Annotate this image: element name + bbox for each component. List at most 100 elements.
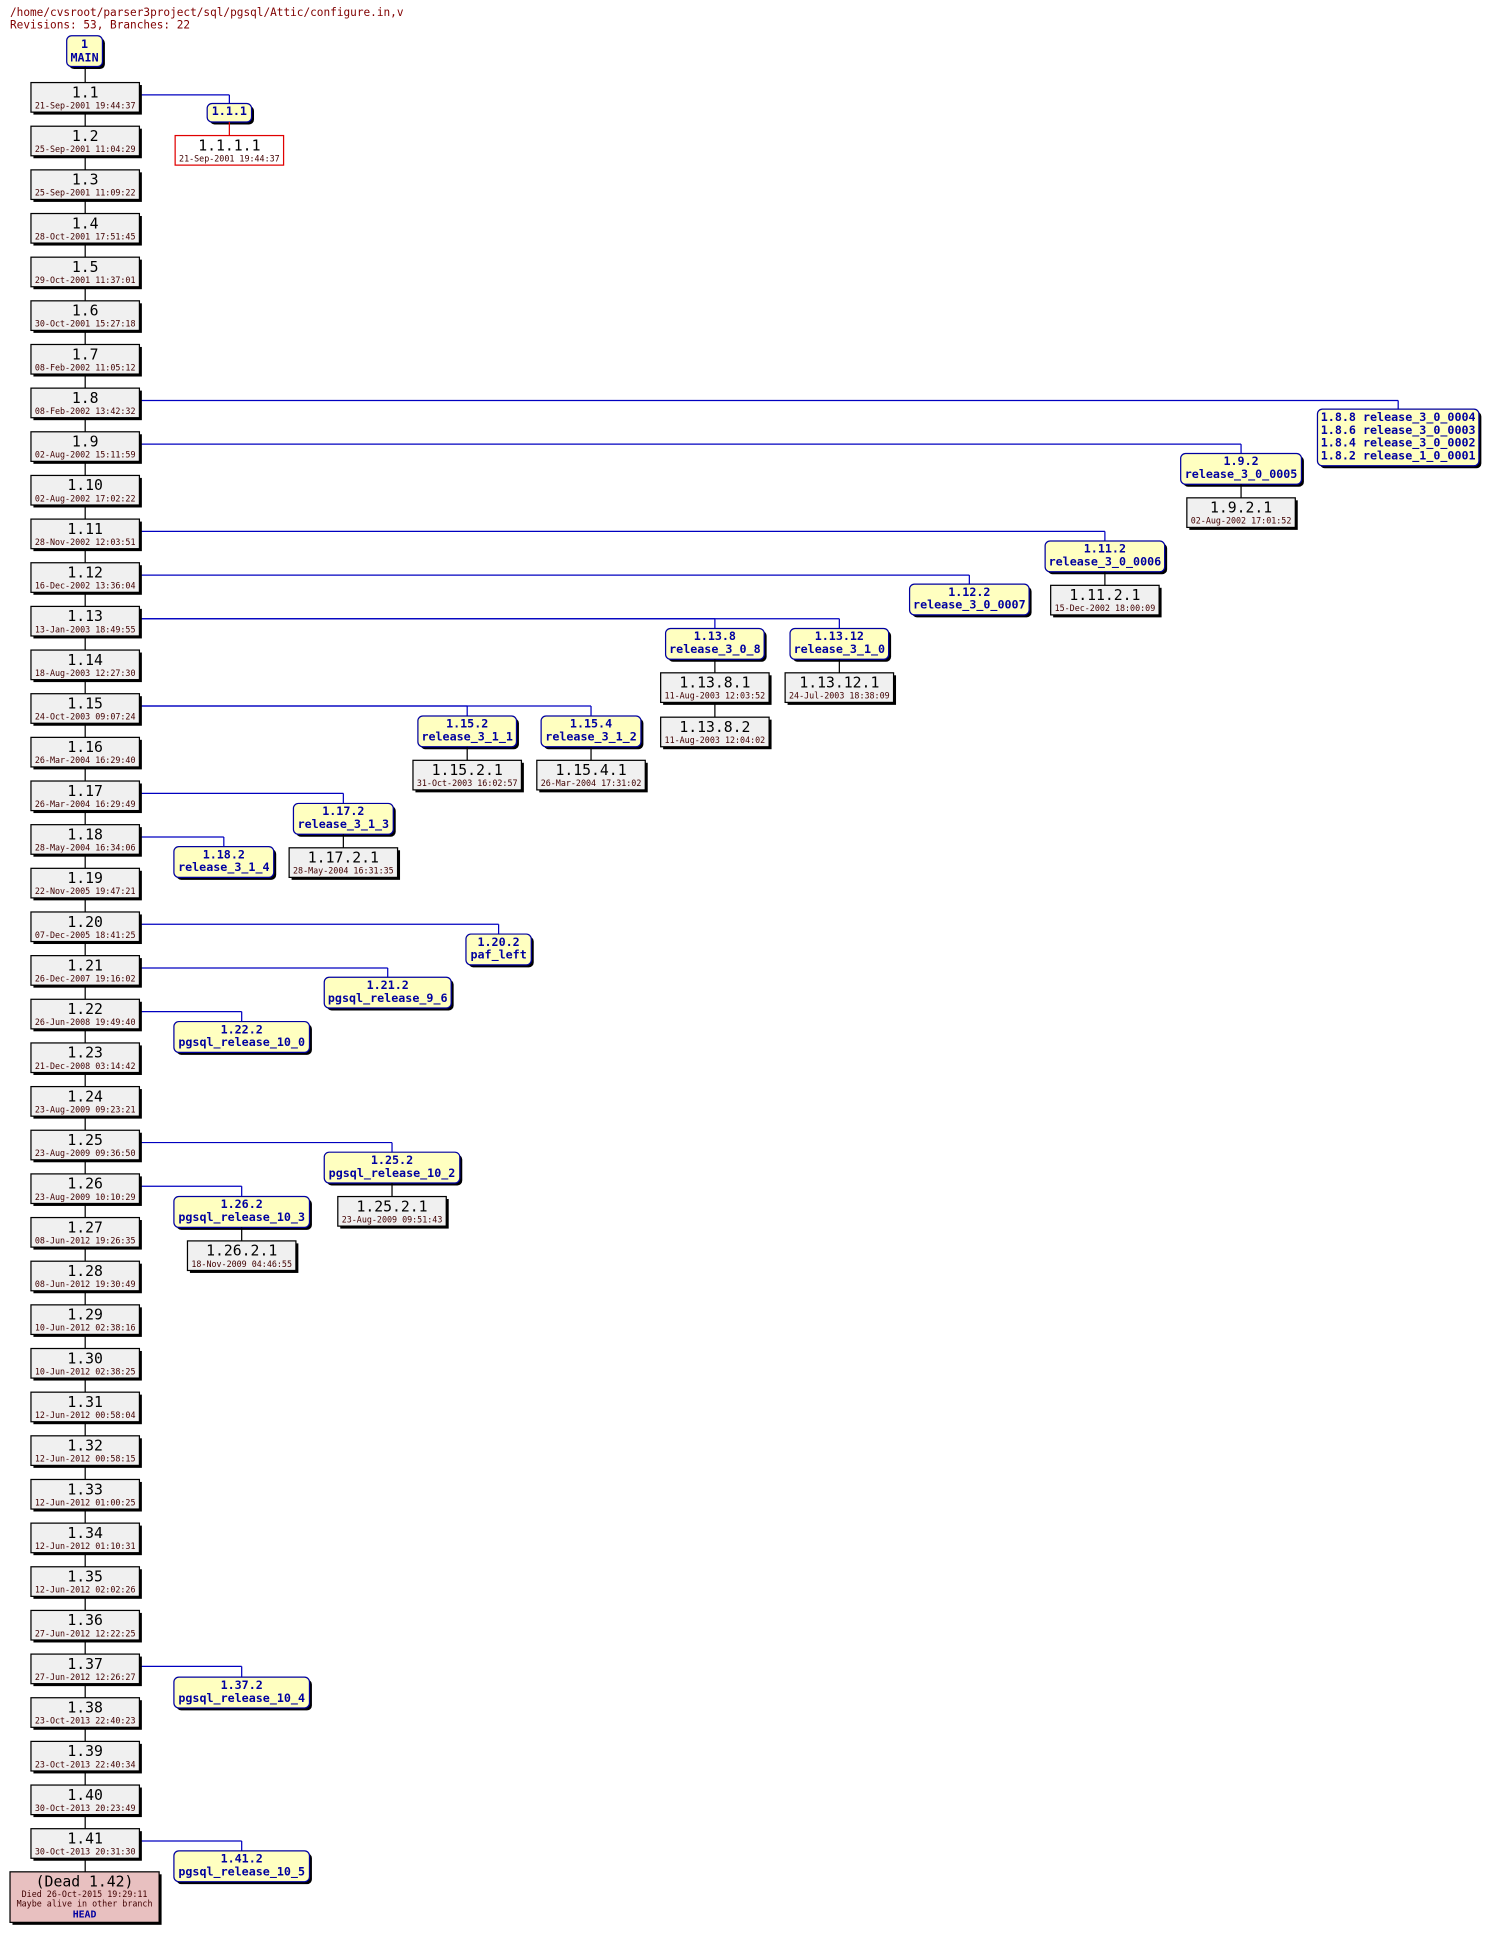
revision-number: 1.30 — [67, 1350, 103, 1367]
revision-date: 12-Jun-2012 00:58:15 — [35, 1454, 136, 1464]
revision-date: 30-Oct-2001 15:27:18 — [35, 319, 136, 329]
branch-tag: release_3_1_4 — [178, 860, 269, 875]
revision-box — [30, 1085, 141, 1117]
revision-box — [30, 605, 141, 637]
revision-box — [186, 1240, 297, 1272]
branch-rev: 1.21.2 — [367, 978, 409, 992]
branch-box — [173, 1676, 311, 1709]
revision-number: 1.34 — [67, 1525, 103, 1542]
revision-date: 10-Jun-2012 02:38:25 — [35, 1366, 136, 1376]
revision-date: 23-Aug-2009 09:36:50 — [35, 1148, 136, 1158]
branch-tag: release_3_0_0003 — [1363, 423, 1476, 438]
revision-box — [30, 1216, 141, 1248]
branch-box — [465, 933, 532, 966]
revision-date: 12-Jun-2012 01:10:31 — [35, 1541, 136, 1551]
revision-box — [30, 169, 141, 201]
revision-date: 25-Sep-2001 11:09:22 — [35, 188, 136, 198]
revision-date: 18-Nov-2009 04:46:55 — [191, 1259, 292, 1269]
revision-number: 1.21 — [67, 957, 103, 974]
branch-tag: release_3_1_1 — [421, 730, 512, 745]
dead-date: Died 26-Oct-2015 19:29:11 — [22, 1889, 148, 1899]
revision-number: 1.22 — [67, 1001, 103, 1018]
revision-date: 12-Jun-2012 00:58:04 — [35, 1410, 136, 1420]
revision-number: 1.20 — [67, 914, 103, 931]
revision-date: 21-Dec-2008 03:14:42 — [35, 1061, 136, 1071]
branch-tag: pgsql_release_10_2 — [329, 1166, 456, 1181]
revision-number: 1.1.1.1 — [198, 137, 260, 154]
file-path: /home/cvsroot/parser3project/sql/pgsql/A… — [10, 6, 404, 19]
revision-box — [30, 1740, 141, 1772]
branch-rev: 1.17.2 — [322, 804, 364, 818]
revision-number: 1.17 — [67, 783, 103, 800]
revision-number: 1.29 — [67, 1307, 103, 1324]
main-name: MAIN — [70, 51, 98, 65]
revision-date: 12-Jun-2012 01:00:25 — [35, 1497, 136, 1507]
revision-date: 26-Dec-2007 19:16:02 — [35, 974, 136, 984]
branch-box — [908, 583, 1030, 616]
revision-date: 08-Jun-2012 19:26:35 — [35, 1235, 136, 1245]
revision-date: 26-Mar-2004 17:31:02 — [541, 778, 642, 788]
revision-number: 1.1 — [72, 84, 99, 101]
revision-date: 24-Jul-2003 18:38:09 — [789, 691, 890, 701]
branch-rev: 1.18.2 — [203, 847, 245, 861]
revision-number: 1.26.2.1 — [206, 1243, 277, 1260]
branch-tag: release_3_1_0 — [794, 642, 885, 657]
revision-box — [30, 955, 141, 986]
revision-number: 1.27 — [67, 1219, 103, 1236]
revision-date: 28-Oct-2001 17:51:45 — [35, 231, 136, 241]
branch-rev: 1.20.2 — [477, 935, 519, 949]
branch-label: 1.8.4 release_3_0_0002 — [1321, 436, 1476, 451]
revision-number: 1.12 — [67, 565, 103, 582]
revision-date: 23-Aug-2009 09:23:21 — [35, 1104, 136, 1114]
revision-number: 1.4 — [72, 215, 99, 232]
revision-box — [30, 474, 141, 506]
revision-number: 1.3 — [72, 172, 99, 189]
revision-date: 08-Jun-2012 19:30:49 — [35, 1279, 136, 1289]
revision-box — [30, 1653, 141, 1685]
branch-tag: release_3_1_2 — [545, 730, 636, 745]
revision-date: 18-Aug-2003 12:27:30 — [35, 668, 136, 678]
revision-number: 1.23 — [67, 1045, 103, 1062]
branch-box — [323, 976, 452, 1009]
revision-number: 1.5 — [72, 259, 99, 276]
revision-date: 21-Sep-2001 19:44:37 — [179, 153, 280, 163]
revision-date: 30-Oct-2013 20:31:30 — [35, 1847, 136, 1857]
revision-number: 1.9.2.1 — [1210, 500, 1272, 517]
revision-date: 26-Jun-2008 19:49:40 — [35, 1017, 136, 1027]
branch-rev: 1.15.4 — [570, 717, 612, 731]
branch-rev: 1.12.2 — [948, 585, 990, 599]
branch-tag: release_3_0_0002 — [1363, 436, 1476, 451]
revision-date: 11-Aug-2003 12:04:02 — [665, 735, 766, 745]
revision-number: 1.15.4.1 — [555, 762, 626, 779]
revision-date: 23-Aug-2009 10:10:29 — [35, 1192, 136, 1202]
revision-number: 1.18 — [67, 826, 103, 843]
branch-rev: 1.26.2 — [221, 1197, 263, 1211]
revision-box — [30, 911, 141, 943]
revision-number: 1.16 — [67, 739, 103, 756]
revision-box — [536, 759, 646, 791]
revision-box — [660, 672, 770, 704]
revision-number: 1.31 — [67, 1394, 103, 1411]
revision-box — [1186, 497, 1296, 529]
revision-number: 1.6 — [72, 303, 99, 320]
branch-box — [173, 1850, 311, 1883]
revision-box — [30, 1828, 141, 1859]
revision-number: 1.28 — [67, 1263, 103, 1280]
branch-tag: release_3_0_0004 — [1363, 410, 1476, 425]
revision-date: 07-Dec-2005 18:41:25 — [35, 930, 136, 940]
revision-date: 24-Oct-2003 09:07:24 — [35, 712, 136, 722]
revision-number: 1.38 — [67, 1700, 103, 1717]
revision-box — [30, 1347, 141, 1379]
revision-box — [30, 1260, 141, 1292]
revision-date: 30-Oct-2013 20:23:49 — [35, 1803, 136, 1813]
revision-box — [30, 867, 141, 899]
branch-rev: 1.37.2 — [221, 1678, 263, 1692]
revision-number: 1.32 — [67, 1438, 103, 1455]
revision-date: 31-Oct-2003 16:02:57 — [417, 778, 518, 788]
branch-tag: release_3_0_0007 — [913, 598, 1026, 613]
revision-number: 1.17.2.1 — [308, 850, 379, 867]
branch-rev: 1.8.2 — [1321, 449, 1356, 463]
revision-number: 1.36 — [67, 1612, 103, 1629]
revision-box — [30, 1304, 141, 1336]
